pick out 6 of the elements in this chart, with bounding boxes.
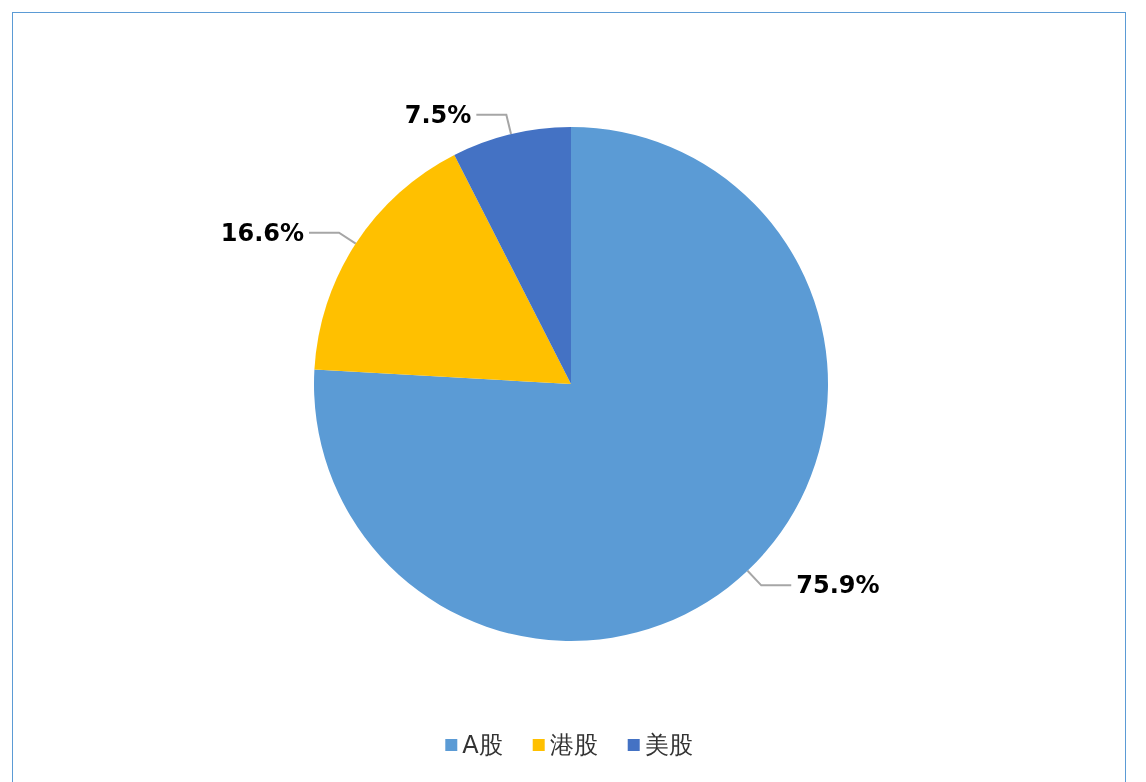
data-label: 16.6% (220, 218, 304, 247)
legend-label: A股 (462, 731, 503, 759)
legend-label: 美股 (644, 731, 693, 759)
legend-label: 港股 (549, 731, 598, 759)
data-label: 75.9% (796, 571, 880, 600)
data-label: 7.5% (404, 100, 472, 129)
